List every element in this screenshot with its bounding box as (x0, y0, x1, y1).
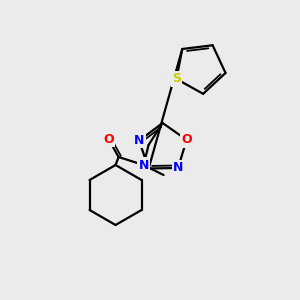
Text: O: O (103, 133, 114, 146)
Text: N: N (173, 161, 183, 175)
Text: O: O (181, 134, 192, 146)
Text: S: S (172, 73, 181, 85)
Text: N: N (134, 134, 144, 147)
Text: N: N (138, 158, 149, 172)
